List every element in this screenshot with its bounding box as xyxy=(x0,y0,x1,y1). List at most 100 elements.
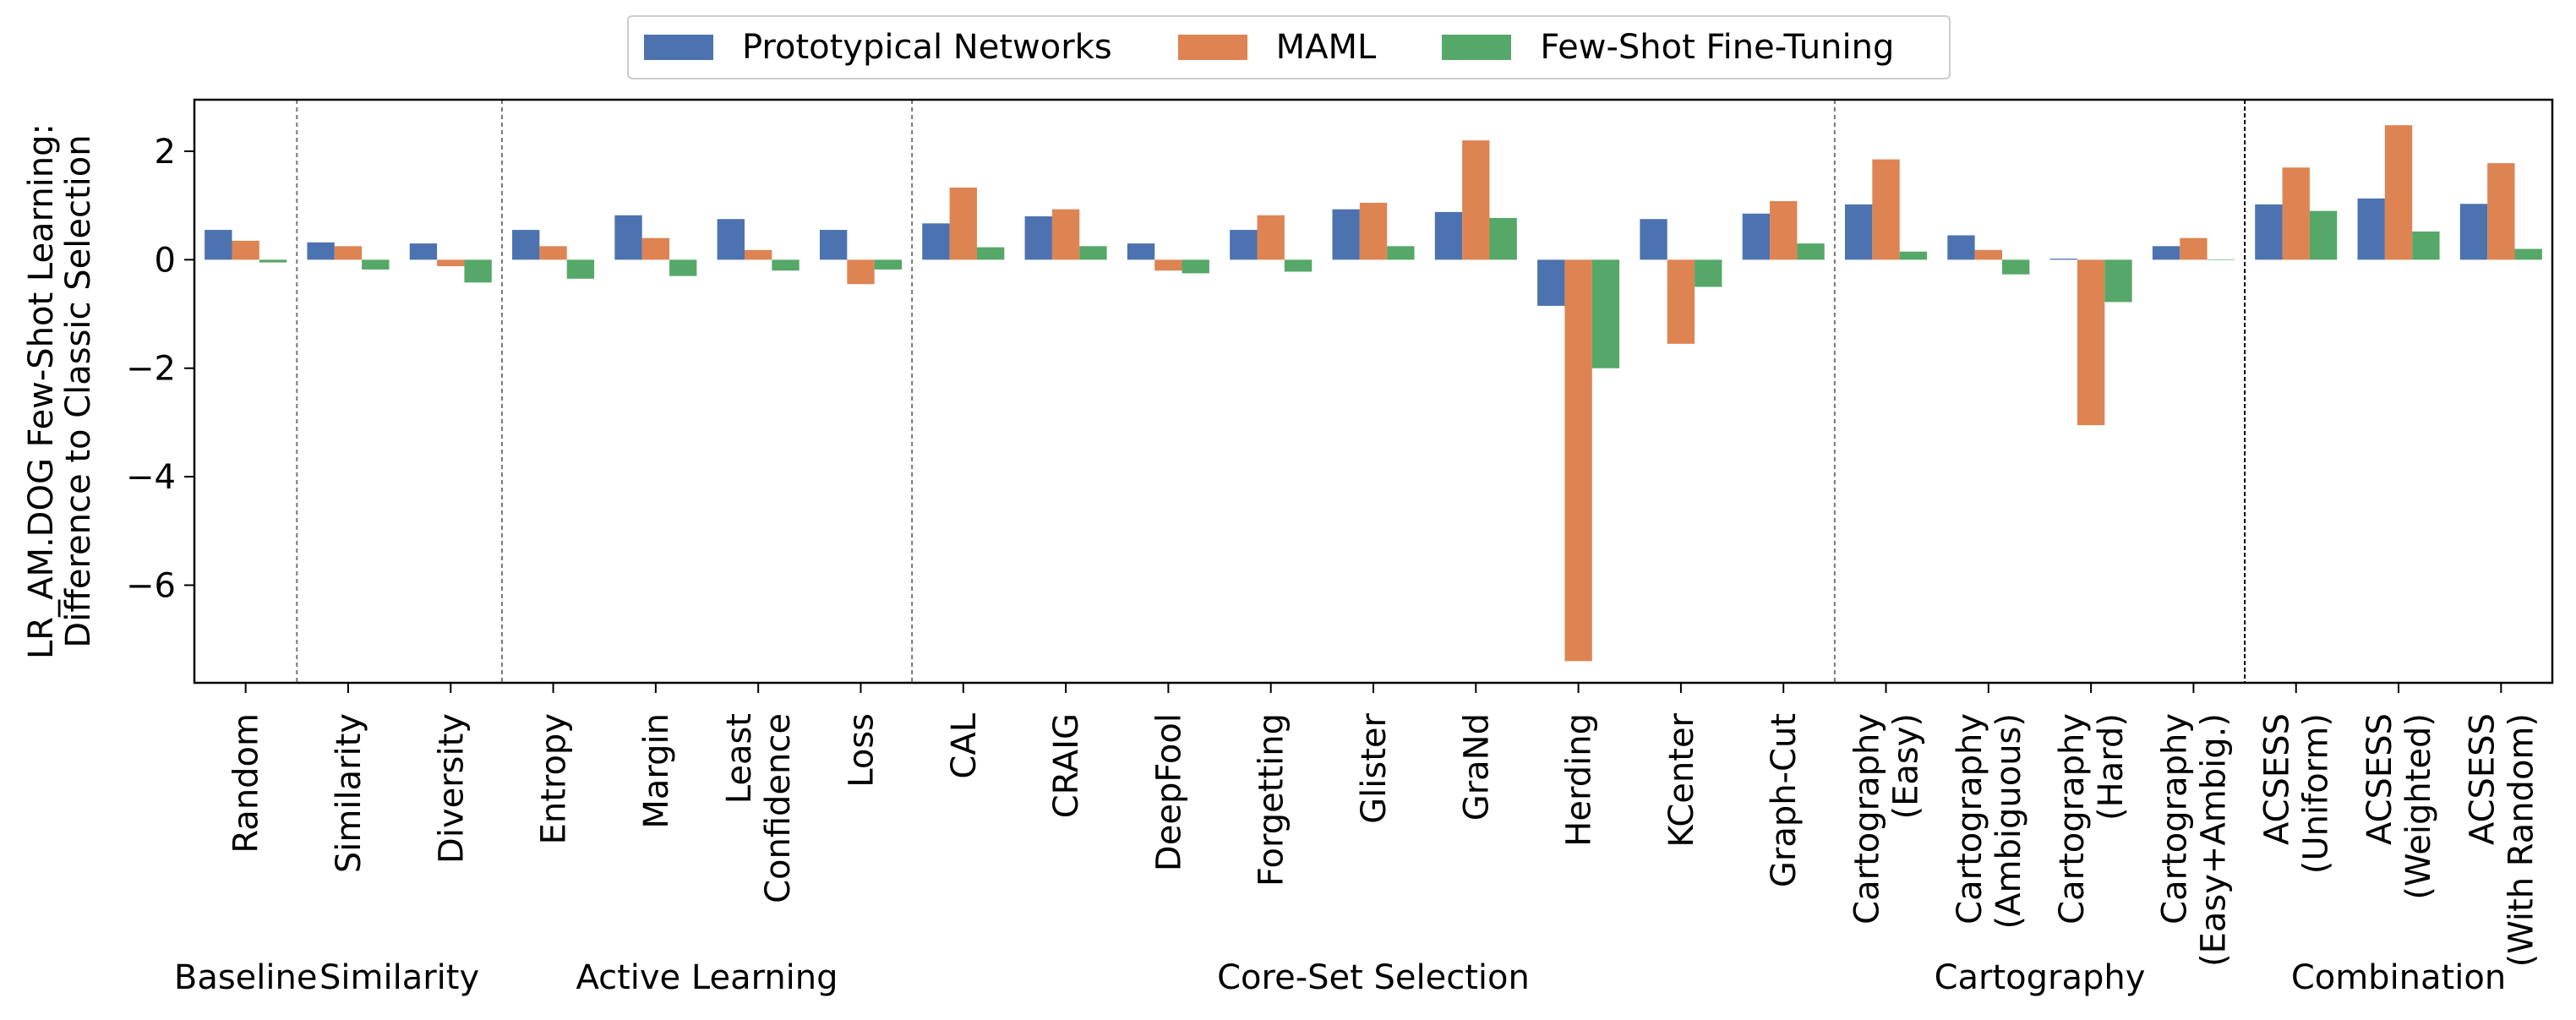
bar-prototypical-networks xyxy=(1230,230,1258,260)
x-tick-label: Random xyxy=(227,713,266,854)
bar-maml xyxy=(232,240,259,260)
x-tick-label: Forgetting xyxy=(1253,713,1291,886)
bar-maml xyxy=(1257,215,1285,260)
x-tick-label: (With Random) xyxy=(2502,713,2541,967)
legend-item-finetuning: Few-Shot Fine-Tuning xyxy=(1442,28,1894,67)
bar-prototypical-networks xyxy=(717,219,745,260)
labels-layer: 2 0 −2 −4 −6 LR_AM.DOG Few-Shot Learning:Diff… xyxy=(22,123,2541,997)
bar-prototypical-networks xyxy=(205,230,232,260)
bar-few-shot-fine-tuning xyxy=(1695,259,1722,287)
bar-prototypical-networks xyxy=(1332,209,1360,260)
bar-prototypical-networks xyxy=(922,223,950,260)
y-tick-label: −4 xyxy=(126,458,176,497)
x-tick-label: Glister xyxy=(1355,712,1394,823)
bar-maml xyxy=(1154,259,1182,271)
x-tick-label: KCenter xyxy=(1662,712,1701,847)
bar-prototypical-networks xyxy=(1127,243,1155,260)
bar-maml xyxy=(745,249,772,260)
bar-prototypical-networks xyxy=(409,243,438,260)
bar-prototypical-networks xyxy=(2152,246,2180,260)
legend-swatch-finetuning xyxy=(1442,35,1512,60)
bar-prototypical-networks xyxy=(512,230,540,260)
bar-prototypical-networks xyxy=(1845,204,1873,260)
legend-swatch-prototypical xyxy=(644,35,713,60)
bar-few-shot-fine-tuning xyxy=(976,247,1005,260)
x-tick-label: (Ambiguous) xyxy=(1989,713,2028,929)
bar-maml xyxy=(1872,159,1900,260)
bar-maml xyxy=(2384,125,2413,260)
x-tick-label: ACSESS xyxy=(2258,713,2297,845)
y-axis-label-line: LR_AM.DOG Few-Shot Learning: xyxy=(22,123,61,659)
plot-frame xyxy=(193,98,2554,685)
legend-item-maml: MAML xyxy=(1177,28,1377,67)
bar-few-shot-fine-tuning xyxy=(1591,259,1620,368)
x-tick-label: Herding xyxy=(1560,713,1599,847)
group-label: Similarity xyxy=(319,958,479,997)
x-tick-label: Confidence xyxy=(759,713,798,903)
bar-few-shot-fine-tuning xyxy=(566,259,595,279)
bar-maml xyxy=(1974,249,2002,260)
separators-layer xyxy=(296,100,2246,683)
bar-maml xyxy=(2077,259,2105,426)
x-tick-label: (Weighted) xyxy=(2399,713,2438,900)
bar-maml xyxy=(641,237,670,260)
legend-item-prototypical: Prototypical Networks xyxy=(644,28,1112,67)
bar-maml xyxy=(1564,259,1592,662)
bar-maml xyxy=(949,187,977,260)
x-tick-label: Similarity xyxy=(330,713,368,873)
bar-few-shot-fine-tuning xyxy=(2412,231,2440,260)
bar-few-shot-fine-tuning xyxy=(1797,243,1825,260)
x-tick-label: Cartography xyxy=(2155,713,2194,925)
bar-few-shot-fine-tuning xyxy=(362,259,390,270)
bar-few-shot-fine-tuning xyxy=(2002,259,2030,275)
bar-prototypical-networks xyxy=(1947,235,1975,260)
bar-prototypical-networks xyxy=(1024,216,1052,260)
bar-maml xyxy=(1667,259,1695,344)
bar-few-shot-fine-tuning xyxy=(2514,248,2542,260)
x-tick-label: Diversity xyxy=(432,713,471,864)
axes-layer xyxy=(184,98,2554,693)
x-tick-label: Cartography xyxy=(1848,713,1887,925)
bar-prototypical-networks xyxy=(1640,219,1667,260)
x-tick-label: ACSESS xyxy=(2360,713,2399,845)
x-tick-label: Entropy xyxy=(535,713,574,844)
y-axis-label: LR_AM.DOG Few-Shot Learning:Difference t… xyxy=(22,123,98,659)
bar-few-shot-fine-tuning xyxy=(1284,259,1313,272)
legend-label-finetuning: Few-Shot Fine-Tuning xyxy=(1540,28,1895,67)
bar-few-shot-fine-tuning xyxy=(1387,246,1415,260)
bar-prototypical-networks xyxy=(614,215,642,260)
bar-maml xyxy=(437,259,465,267)
bar-maml xyxy=(539,246,567,260)
bar-maml xyxy=(1051,209,1080,260)
group-label: Active Learning xyxy=(576,958,838,997)
bar-maml xyxy=(2487,163,2515,260)
group-label: Cartography xyxy=(1935,958,2146,997)
bar-prototypical-networks xyxy=(819,230,848,260)
bar-few-shot-fine-tuning xyxy=(1079,246,1107,260)
x-tick-label: ACSESS xyxy=(2463,713,2502,845)
y-tick-label: 0 xyxy=(155,241,176,280)
bar-prototypical-networks xyxy=(1537,259,1565,306)
bar-prototypical-networks xyxy=(1742,213,1771,260)
group-label: Baseline xyxy=(174,958,318,997)
legend: Prototypical Networks MAML Few-Shot Fine… xyxy=(627,15,1951,79)
bar-few-shot-fine-tuning xyxy=(772,259,800,271)
y-axis-label-line: Difference to Classic Selection xyxy=(59,134,98,647)
bar-prototypical-networks xyxy=(2357,198,2385,260)
bar-maml xyxy=(2282,167,2310,260)
bar-maml xyxy=(1462,140,1490,260)
bar-prototypical-networks xyxy=(2459,204,2488,260)
y-tick-label: −2 xyxy=(126,350,176,389)
x-tick-label: (Easy) xyxy=(1887,713,1926,820)
x-tick-label: (Easy+Ambig.) xyxy=(2194,713,2233,967)
bars-layer xyxy=(205,125,2542,662)
bar-maml xyxy=(847,259,875,285)
x-tick-label: Loss xyxy=(843,713,881,788)
x-tick-label: CRAIG xyxy=(1047,713,1086,818)
bar-few-shot-fine-tuning xyxy=(464,259,492,283)
y-tick-label: −6 xyxy=(126,566,176,605)
bar-few-shot-fine-tuning xyxy=(1489,217,1517,260)
y-tick-label: 2 xyxy=(155,133,176,172)
legend-label-maml: MAML xyxy=(1275,28,1377,67)
